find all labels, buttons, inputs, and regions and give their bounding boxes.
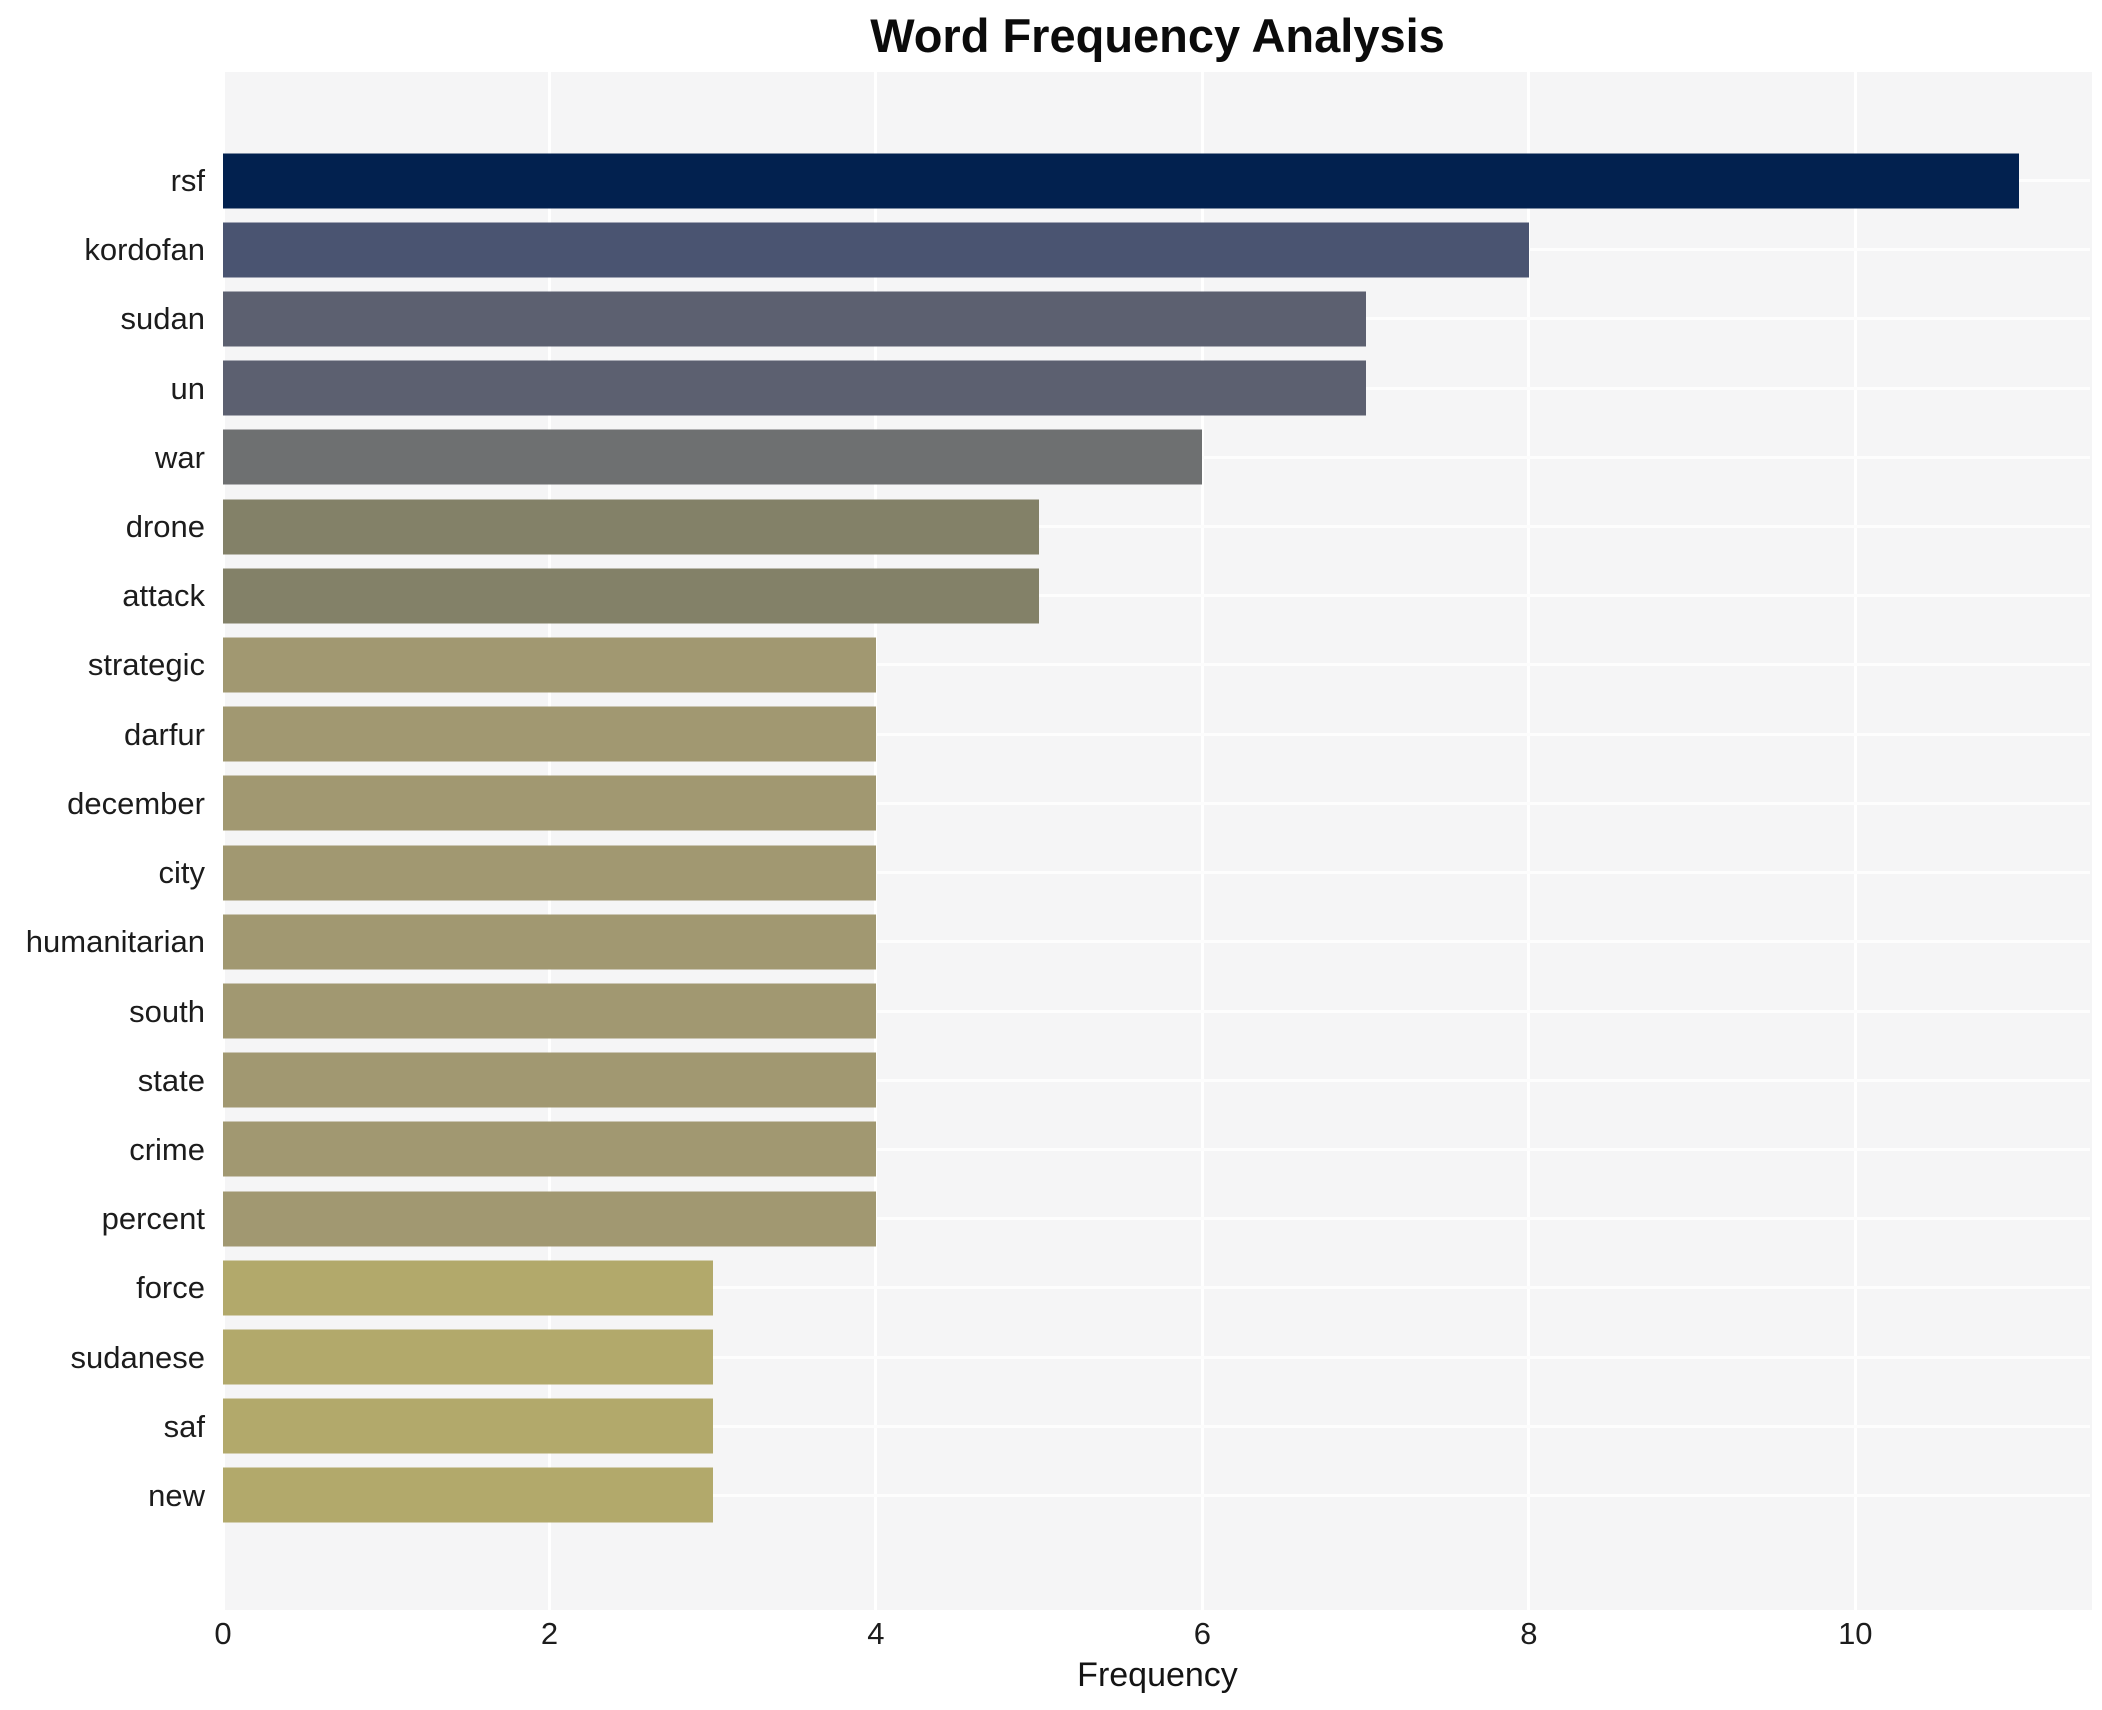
frequency-bar — [223, 1329, 713, 1385]
bar-track — [223, 976, 2092, 1045]
bar-row: sudan — [0, 284, 2092, 353]
x-tick-label: 2 — [540, 1616, 559, 1651]
gridline-x-0 — [221, 72, 225, 1610]
category-label: percent — [101, 1201, 205, 1237]
frequency-bar — [223, 914, 876, 970]
frequency-bar — [223, 1121, 876, 1177]
x-tick-label: 6 — [1193, 1616, 1211, 1651]
category-label: state — [137, 1062, 205, 1098]
bar-row: south — [0, 976, 2092, 1045]
category-label: sudan — [120, 301, 205, 337]
bar-row: drone — [0, 492, 2092, 561]
frequency-bar — [223, 153, 2019, 209]
category-label: december — [67, 785, 205, 821]
category-label: strategic — [87, 647, 205, 683]
bar-row: attack — [0, 561, 2092, 630]
frequency-bar — [223, 499, 1040, 555]
bar-row: kordofan — [0, 215, 2092, 284]
frequency-bar — [223, 1467, 713, 1523]
bar-row: saf — [0, 1392, 2092, 1461]
bar-track — [223, 354, 2092, 423]
bar-track — [223, 1253, 2092, 1322]
category-label: force — [136, 1270, 205, 1306]
category-label: attack — [122, 578, 205, 614]
category-label: darfur — [124, 716, 205, 752]
frequency-bar — [223, 291, 1366, 347]
category-label: saf — [163, 1408, 205, 1444]
bar-track — [223, 630, 2092, 699]
category-label: rsf — [170, 163, 205, 199]
frequency-bar — [223, 222, 1529, 278]
category-label: un — [170, 370, 205, 406]
category-label: crime — [129, 1131, 205, 1167]
frequency-bar — [223, 429, 1203, 485]
bar-track — [223, 1115, 2092, 1184]
x-tick-label: 10 — [1838, 1616, 1873, 1651]
bar-track — [223, 284, 2092, 353]
frequency-bar — [223, 1191, 876, 1247]
bar-track — [223, 423, 2092, 492]
gridline-x-2 — [547, 72, 551, 1610]
chart-title: Word Frequency Analysis — [870, 9, 1445, 62]
bar-row: humanitarian — [0, 907, 2092, 976]
bar-track — [223, 492, 2092, 561]
bar-row: war — [0, 423, 2092, 492]
frequency-bar — [223, 637, 876, 693]
frequency-bar — [223, 845, 876, 901]
category-label: kordofan — [84, 232, 205, 268]
bar-row: state — [0, 1046, 2092, 1115]
bar-row: sudanese — [0, 1322, 2092, 1391]
bar-row: percent — [0, 1184, 2092, 1253]
bar-row: crime — [0, 1115, 2092, 1184]
bar-track — [223, 1461, 2092, 1530]
bar-track — [223, 1046, 2092, 1115]
bar-track — [223, 561, 2092, 630]
frequency-bar — [223, 568, 1040, 624]
category-label: drone — [125, 509, 205, 545]
category-label: war — [155, 439, 205, 475]
frequency-bar — [223, 360, 1366, 416]
bar-track — [223, 769, 2092, 838]
bar-row: city — [0, 838, 2092, 907]
frequency-bar — [223, 1052, 876, 1108]
bar-row: december — [0, 769, 2092, 838]
bar-track — [223, 1184, 2092, 1253]
frequency-bar — [223, 706, 876, 762]
frequency-bar — [223, 1260, 713, 1316]
x-axis: 0 2 4 6 8 10 — [214, 1610, 2092, 1660]
bar-track — [223, 146, 2092, 215]
x-tick-label: 8 — [1520, 1616, 1538, 1651]
frequency-bar — [223, 775, 876, 831]
category-label: sudanese — [70, 1339, 205, 1375]
bar-track — [223, 700, 2092, 769]
bar-track — [223, 907, 2092, 976]
bar-row: strategic — [0, 630, 2092, 699]
bars-container: rsf kordofan sudan un war drone attack strategi… — [0, 72, 2092, 1610]
bar-row: new — [0, 1461, 2092, 1530]
category-label: south — [129, 993, 205, 1029]
x-tick-label: 4 — [867, 1616, 885, 1651]
gridline-x-10 — [1853, 72, 1857, 1610]
bar-row: rsf — [0, 146, 2092, 215]
x-tick-label: 0 — [214, 1616, 232, 1651]
category-label: new — [148, 1477, 205, 1513]
bar-row: force — [0, 1253, 2092, 1322]
gridline-x-4 — [874, 72, 878, 1610]
bar-track — [223, 215, 2092, 284]
frequency-bar — [223, 983, 876, 1039]
frequency-bar — [223, 1398, 713, 1454]
bar-row: un — [0, 354, 2092, 423]
category-label: humanitarian — [25, 924, 205, 960]
gridline-x-6 — [1200, 72, 1204, 1610]
gridline-x-8 — [1527, 72, 1531, 1610]
bar-track — [223, 1392, 2092, 1461]
bar-track — [223, 1322, 2092, 1391]
bar-row: darfur — [0, 700, 2092, 769]
x-axis-label: Frequency — [1077, 1656, 1238, 1694]
bar-track — [223, 838, 2092, 907]
category-label: city — [158, 855, 206, 891]
